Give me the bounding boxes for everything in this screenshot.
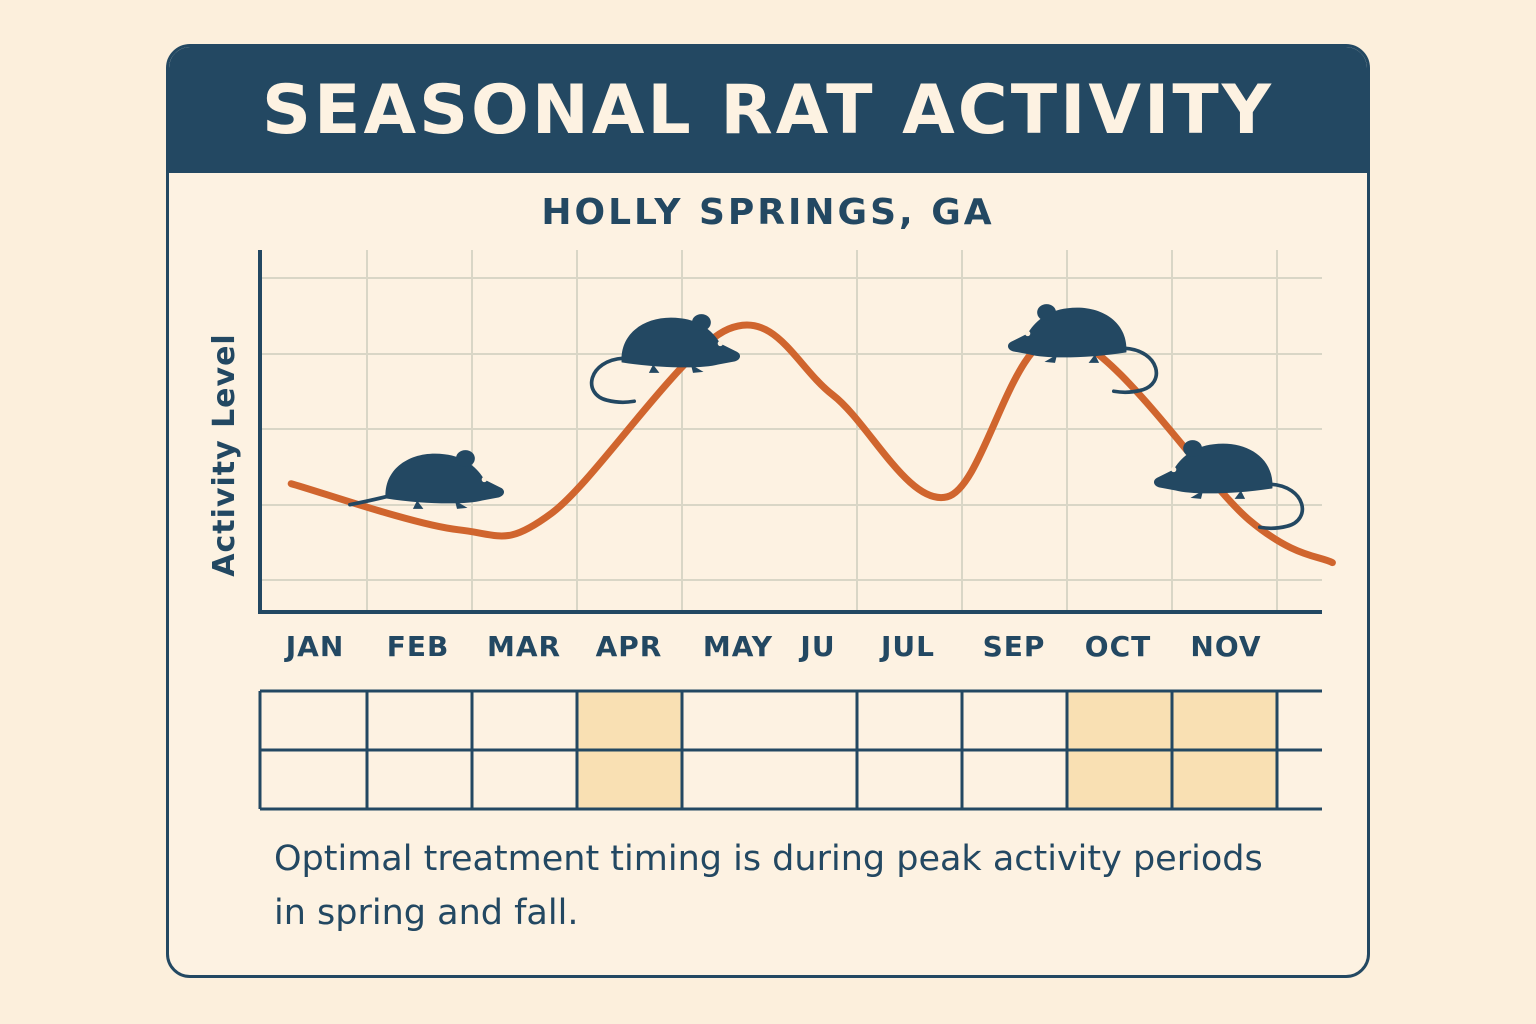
title-banner: SEASONAL RAT ACTIVITY	[169, 47, 1367, 173]
rat-icons	[348, 304, 1305, 531]
x-axis-labels: JAN FEB MAR APR MAY JU JUL SEP OCT NOV	[284, 630, 1261, 663]
x-tick-label: APR	[596, 630, 663, 663]
x-tick-label: JUL	[879, 630, 935, 663]
x-tick-label: NOV	[1190, 630, 1261, 663]
x-tick-label: FEB	[387, 630, 450, 663]
x-tick-label: OCT	[1085, 630, 1151, 663]
chart-grid	[260, 250, 1322, 612]
y-axis-label: Activity Level	[207, 333, 242, 576]
x-tick-label: SEP	[983, 630, 1046, 663]
x-tick-label: JU	[798, 630, 835, 663]
x-tick-label: MAR	[487, 630, 561, 663]
chart-axes	[258, 250, 1322, 614]
chart-title: SEASONAL RAT ACTIVITY	[262, 70, 1274, 150]
x-tick-label: JAN	[284, 630, 345, 663]
treatment-grid	[258, 689, 1322, 811]
rat-icon	[348, 450, 505, 509]
rat-icon	[1153, 440, 1305, 531]
x-tick-label: MAY	[703, 630, 773, 663]
activity-curve	[287, 321, 1336, 567]
rat-icon	[589, 314, 741, 405]
chart-subtitle: HOLLY SPRINGS, GA	[541, 192, 995, 233]
treatment-note: Optimal treatment timing is during peak …	[274, 839, 1263, 933]
rat-icon	[1007, 304, 1159, 395]
